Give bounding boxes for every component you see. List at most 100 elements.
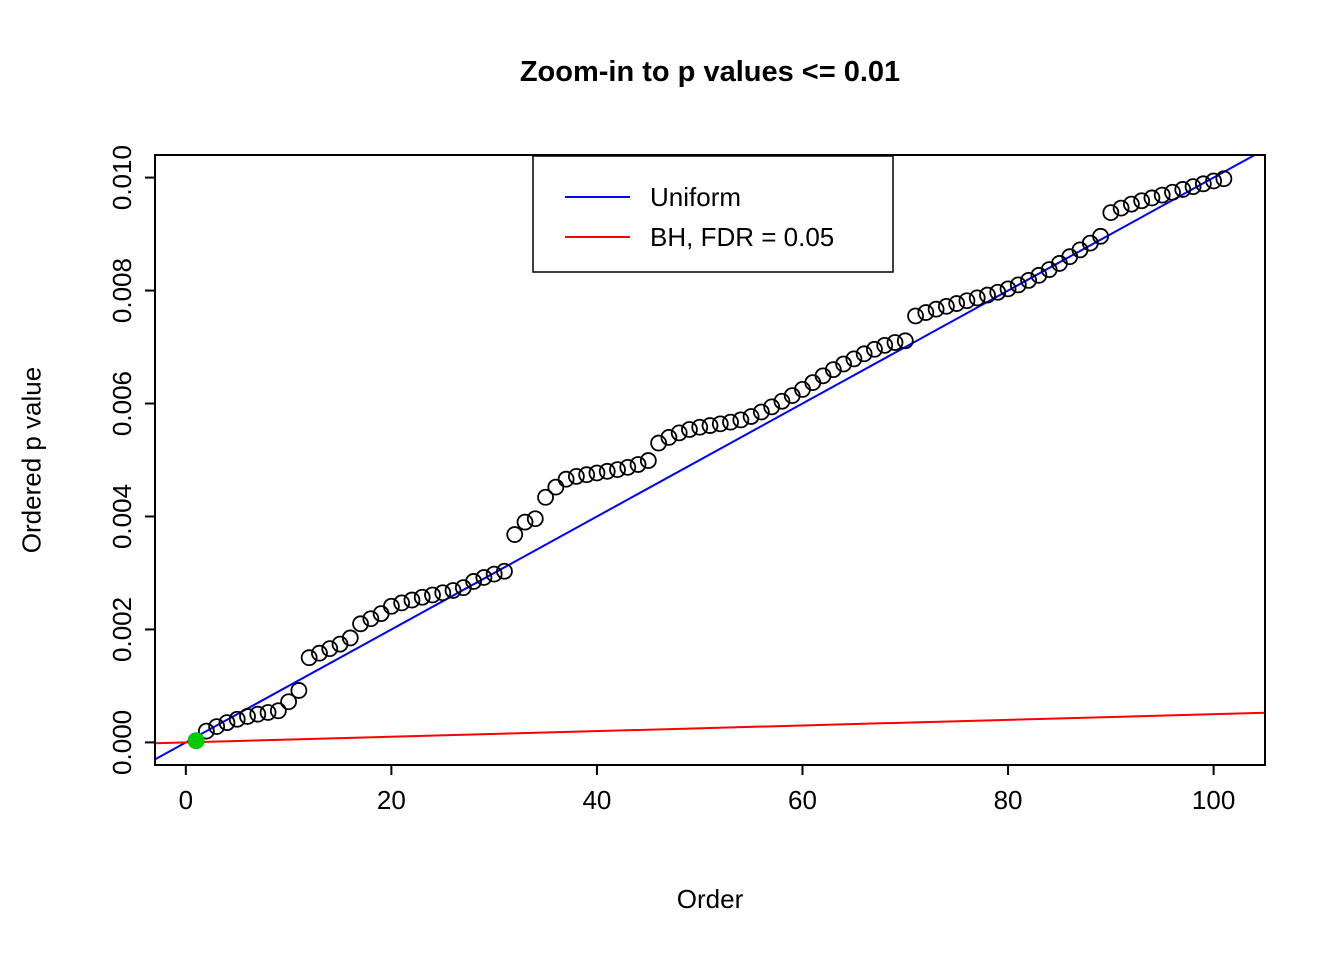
y-tick-label: 0.004 — [107, 484, 137, 549]
scatter-point — [557, 470, 575, 488]
scatter-point — [876, 336, 894, 354]
scatter-point — [773, 392, 791, 410]
scatter-point — [722, 413, 739, 431]
scatter-point — [804, 374, 822, 392]
scatter-point — [1205, 172, 1223, 190]
reference-line-1 — [155, 711, 1265, 745]
scatter-point — [444, 582, 462, 599]
scatter-point — [249, 705, 267, 723]
x-tick-label: 80 — [994, 785, 1023, 815]
scatter-point — [907, 307, 924, 325]
scatter-point — [413, 588, 431, 606]
scatter-point — [526, 510, 544, 528]
scatter-point — [886, 334, 904, 351]
scatter-point — [197, 722, 215, 740]
legend-box — [532, 155, 894, 273]
scatter-point — [1020, 271, 1038, 289]
x-tick-label: 0 — [179, 785, 193, 815]
scatter-point — [1133, 192, 1151, 210]
x-tick-label: 40 — [582, 785, 611, 815]
legend-label: BH, FDR = 0.05 — [650, 222, 834, 252]
scatter-point — [1092, 227, 1109, 245]
y-tick-label: 0.008 — [107, 258, 137, 323]
scatter-point — [927, 300, 945, 318]
scatter-point — [239, 708, 256, 725]
scatter-point — [711, 415, 729, 433]
scatter-point — [321, 640, 339, 658]
scatter-point — [670, 424, 688, 442]
scatter-point — [300, 649, 318, 667]
scatter-point — [937, 297, 955, 315]
x-tick-label: 20 — [377, 785, 406, 815]
scatter-point — [866, 340, 883, 358]
scatter-point — [763, 398, 781, 416]
scatter-point — [948, 295, 966, 312]
scatter-point — [1215, 170, 1233, 188]
scatter-point — [485, 565, 503, 583]
scatter-point — [1112, 199, 1130, 217]
scatter-point — [629, 456, 647, 473]
scatter-point — [824, 361, 842, 379]
scatter-point — [228, 710, 246, 728]
y-axis-label: Ordered p value — [16, 366, 47, 554]
scatter-point — [567, 467, 585, 485]
scatter-point — [475, 569, 493, 586]
plot-region — [155, 155, 1265, 761]
scatter-point — [639, 452, 657, 469]
scatter-point — [280, 693, 298, 711]
scatter-point — [1102, 204, 1120, 222]
scatter-point — [547, 478, 565, 496]
scatter-point — [259, 704, 277, 721]
scatter-point — [609, 461, 626, 479]
scatter-point — [496, 562, 513, 580]
scatter-point — [465, 573, 483, 590]
scatter-point — [208, 718, 226, 735]
scatter-point — [1194, 175, 1212, 193]
scatter-point — [968, 289, 986, 307]
scatter-point — [660, 429, 678, 446]
scatter-point — [917, 304, 935, 321]
scatter-point — [1153, 186, 1171, 204]
scatter-point — [506, 526, 524, 543]
y-tick-label: 0.000 — [107, 710, 137, 775]
scatter-point — [537, 488, 554, 506]
scatter-point — [218, 714, 236, 732]
scatter-point — [681, 421, 698, 438]
chart-title: Zoom-in to p values <= 0.01 — [519, 56, 901, 88]
scatter-point — [434, 584, 452, 602]
scatter-point — [742, 408, 760, 425]
scatter-point — [896, 332, 914, 350]
scatter-point — [424, 586, 441, 604]
x-tick-label: 60 — [788, 785, 817, 815]
x-tick-label: 100 — [1192, 785, 1235, 815]
scatter-point — [393, 594, 411, 612]
scatter-point — [1009, 276, 1027, 294]
scatter-point — [598, 462, 616, 480]
scatter-point — [732, 411, 750, 429]
scatter-point — [619, 458, 637, 476]
x-axis-label: Order — [676, 884, 744, 914]
scatter-point — [1174, 181, 1192, 198]
scatter-point — [403, 591, 421, 609]
plot-box — [154, 154, 1266, 766]
scatter-point — [701, 417, 719, 434]
scatter-point — [958, 292, 976, 310]
scatter-point — [578, 466, 596, 484]
scatter-point — [845, 350, 863, 368]
scatter-point — [999, 280, 1017, 298]
scatter-point — [588, 464, 606, 482]
y-tick-label: 0.010 — [107, 145, 137, 210]
scatter-point — [1030, 266, 1048, 284]
y-tick-label: 0.002 — [107, 597, 137, 662]
highlight-point — [187, 732, 205, 750]
scatter-point — [362, 610, 380, 628]
scatter-point — [341, 629, 359, 647]
scatter-point — [989, 283, 1007, 301]
scatter-point — [691, 418, 709, 436]
reference-line-0 — [155, 155, 1257, 761]
scatter-point — [835, 355, 853, 373]
scatter-point — [855, 345, 873, 363]
scatter-point — [352, 615, 369, 633]
